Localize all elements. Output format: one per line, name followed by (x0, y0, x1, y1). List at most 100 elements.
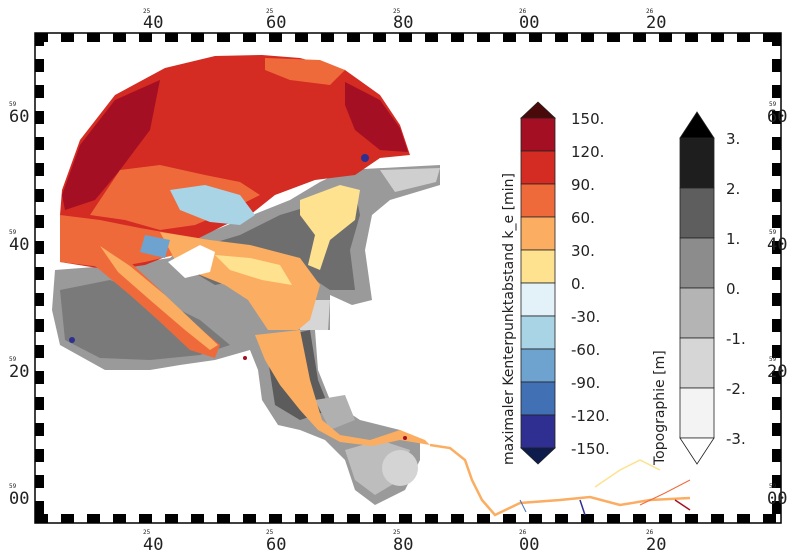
border-tick (772, 449, 781, 462)
coord-left-big-3: 00 (9, 489, 29, 509)
legend-kenterpunkt: 150. 120. 90. 60. 30. 0. -30. -60. -90. -120. -150… (501, 101, 610, 465)
border-tick (35, 423, 44, 436)
border-tick (711, 514, 724, 523)
legend-kenterpunkt-swatch (520, 150, 556, 185)
legend-kenterpunkt-swatch (520, 381, 556, 416)
legend-topographie-label: 0. (726, 280, 740, 298)
border-tick (35, 514, 48, 523)
legend-kenterpunkt-label: 60. (571, 209, 595, 227)
border-tick (191, 514, 204, 523)
border-tick (503, 33, 516, 42)
coord-right-big-0: 60 (767, 107, 787, 127)
border-tick (165, 33, 178, 42)
legend-kenterpunkt-swatch (520, 348, 556, 383)
coord-left-small-1: 59 (9, 229, 17, 236)
legend-topographie-swatch (679, 287, 715, 339)
border-tick (35, 475, 44, 488)
legend-topographie-label: 1. (726, 230, 740, 248)
map-area (52, 55, 691, 517)
border-tick (772, 371, 781, 384)
coord-top-big-4: 20 (646, 13, 666, 33)
legend-kenterpunkt-label: 150. (571, 110, 604, 128)
legend-topographie-title: Topographie [m] (652, 350, 668, 466)
legend-topographie-swatch (679, 237, 715, 289)
border-tick (763, 514, 776, 523)
legend-kenterpunkt-under-triangle (519, 447, 557, 465)
legend-topographie-label: -3. (726, 430, 746, 448)
legend-kenterpunkt-label: -150. (571, 440, 610, 458)
border-tick (685, 33, 698, 42)
border-tick (772, 267, 781, 280)
legend-kenterpunkt-label: 120. (571, 143, 604, 161)
border-tick (321, 514, 334, 523)
border-tick (399, 514, 412, 523)
coord-top-big-1: 60 (266, 13, 286, 33)
border-tick (772, 397, 781, 410)
coord-labels-top: 25 40 25 60 25 80 26 00 26 20 (143, 8, 666, 33)
legend-topographie-swatch (679, 187, 715, 239)
border-tick (772, 111, 781, 124)
legend-topographie-swatch (679, 387, 715, 439)
border-tick (35, 163, 44, 176)
border-tick (243, 33, 256, 42)
river-channels (429, 443, 691, 517)
border-tick (295, 514, 308, 523)
legend-topographie-label: -1. (726, 330, 746, 348)
coord-bottom-big-1: 60 (266, 535, 286, 555)
border-tick (772, 293, 781, 306)
border-tick (217, 514, 230, 523)
legend-kenterpunkt-swatch (520, 216, 556, 251)
border-right-ticks (772, 33, 781, 514)
border-tick (269, 33, 282, 42)
border-tick (35, 189, 44, 202)
border-tick (35, 215, 44, 228)
border-tick (35, 267, 44, 280)
coord-labels-bottom: 25 40 25 60 25 80 26 00 26 20 (143, 529, 666, 555)
coord-bottom-big-0: 40 (143, 535, 163, 555)
border-tick (772, 475, 781, 488)
coord-bottom-small-3: 26 (519, 529, 527, 536)
border-tick (607, 514, 620, 523)
border-tick (295, 33, 308, 42)
border-tick (35, 345, 44, 358)
border-tick (772, 501, 781, 514)
coord-bottom-big-2: 80 (393, 535, 413, 555)
border-tick (772, 163, 781, 176)
border-tick (373, 33, 386, 42)
border-tick (35, 397, 44, 410)
border-bottom-ticks (35, 514, 776, 523)
coord-left-big-0: 60 (9, 107, 29, 127)
border-tick (347, 33, 360, 42)
border-tick (269, 514, 282, 523)
border-tick (581, 514, 594, 523)
border-tick (555, 33, 568, 42)
border-tick (555, 514, 568, 523)
coord-top-big-0: 40 (143, 13, 163, 33)
legend-kenterpunkt-title: maximaler Kenterpunktabstand k_e [min] (501, 173, 517, 465)
border-tick (772, 241, 781, 254)
coord-labels-right: 59 60 59 40 59 20 59 00 (767, 101, 787, 509)
legend-kenterpunkt-swatch (520, 315, 556, 350)
border-tick (581, 33, 594, 42)
coord-right-small-1: 59 (769, 229, 777, 236)
coord-right-small-2: 59 (769, 356, 777, 363)
legend-topographie: 3. 2. 1. 0. -1. -2. -3. Topographie [m] (652, 111, 746, 466)
legend-kenterpunkt-label: 0. (571, 275, 585, 293)
border-tick (477, 33, 490, 42)
legend-kenterpunkt-swatch (520, 117, 556, 152)
border-tick (772, 345, 781, 358)
border-tick (659, 514, 672, 523)
border-tick (529, 514, 542, 523)
border-tick (87, 33, 100, 42)
border-tick (35, 85, 44, 98)
coord-bottom-small-1: 25 (266, 529, 274, 536)
border-tick (425, 33, 438, 42)
coord-left-big-1: 40 (9, 235, 29, 255)
border-tick (87, 514, 100, 523)
border-tick (139, 33, 152, 42)
border-tick (772, 319, 781, 332)
border-tick (35, 501, 44, 514)
border-tick (772, 59, 781, 72)
border-tick (633, 514, 646, 523)
legend-topographie-label: -2. (726, 380, 746, 398)
